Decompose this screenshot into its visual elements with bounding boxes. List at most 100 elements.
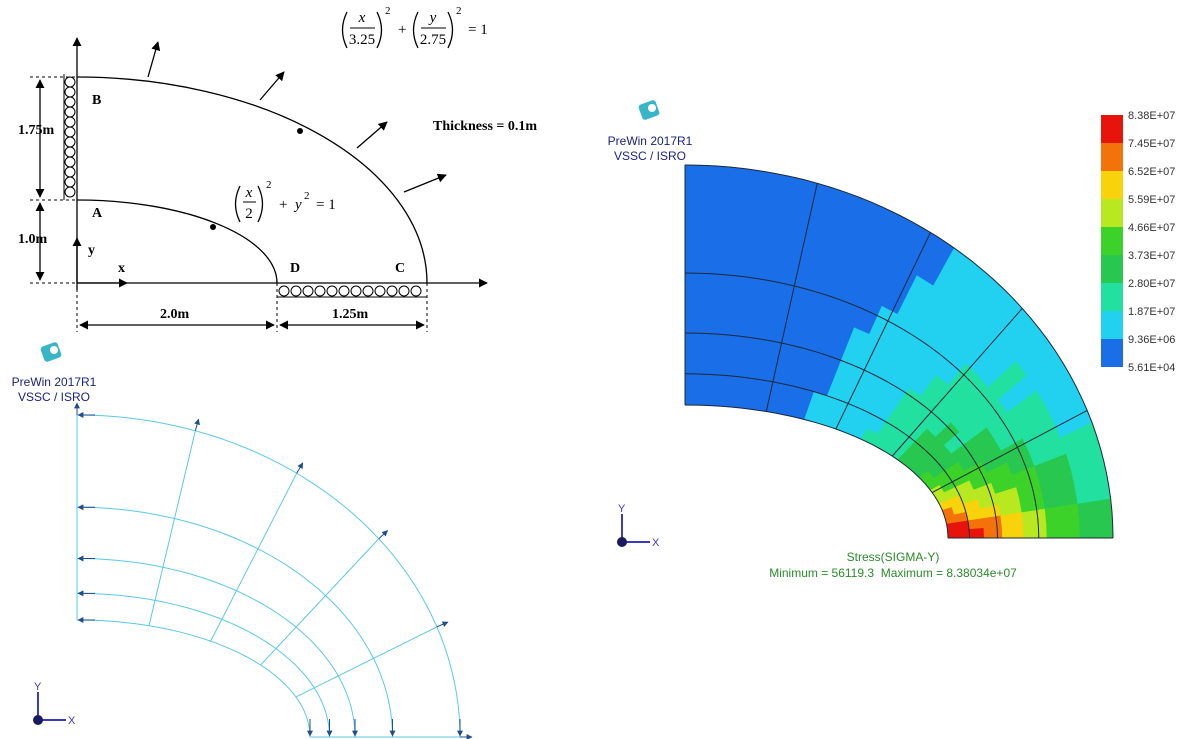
result-view: PreWin 2017R1 VSSC / ISRO Stress(SIGMA-Y… [608, 100, 1175, 580]
contour-cell [1023, 523, 1048, 539]
contour-cell [713, 374, 730, 393]
triad-label: Y [34, 681, 42, 693]
logo-text: VSSC / ISRO [18, 390, 90, 404]
axis-label: x [118, 261, 125, 276]
legend-swatch [1101, 339, 1123, 367]
pressure-arrow [194, 418, 200, 431]
mesh-line [684, 164, 1114, 539]
denominator: 2 [245, 206, 253, 222]
point-label: C [395, 261, 405, 276]
logo-text: VSSC / ISRO [614, 149, 686, 163]
numerator: x [358, 10, 366, 26]
inner-ellipse [76, 199, 278, 284]
roller [64, 76, 76, 88]
paren [376, 11, 383, 49]
equals: = 1 [468, 22, 488, 38]
logo-text: PreWin 2017R1 [608, 134, 693, 148]
roller [386, 285, 398, 297]
roller [398, 285, 410, 297]
dimension-label: 1.0m [18, 232, 48, 247]
legend-label: 3.73E+07 [1128, 250, 1175, 262]
contour-cell [698, 390, 714, 407]
roller [64, 126, 76, 138]
denominator: 2.75 [420, 32, 446, 48]
triad-origin [617, 537, 627, 547]
pressure-arrow [296, 462, 304, 474]
contour-cell [1001, 524, 1025, 539]
mesh-line [295, 626, 438, 698]
contour-cell [983, 526, 1003, 539]
legend-swatch [1101, 311, 1123, 339]
legend-swatch [1101, 227, 1123, 255]
contour-cell [702, 261, 724, 297]
legend-label: 4.66E+07 [1128, 222, 1175, 234]
contour-cell [968, 527, 985, 539]
roller [64, 106, 76, 118]
icon-shape [648, 104, 656, 112]
mesh-line [684, 373, 970, 539]
roller [374, 285, 386, 297]
roller [64, 136, 76, 148]
numerator: x [245, 185, 253, 201]
dimension-label: 2.0m [160, 307, 190, 322]
roller [278, 285, 290, 297]
triad-label: Y [618, 503, 626, 515]
logo-icon [40, 342, 62, 362]
thickness-label: Thickness = 0.1m [433, 119, 537, 134]
roller [64, 96, 76, 108]
roller [64, 166, 76, 178]
mesh-line [77, 592, 330, 738]
contour-cell [699, 352, 717, 376]
legend-label: 9.36E+06 [1128, 334, 1175, 346]
contour-cell [703, 213, 727, 263]
exponent: 2 [266, 179, 272, 191]
legend-label: 7.45E+07 [1128, 138, 1175, 150]
axis-label: y [88, 243, 95, 258]
operator: + [279, 197, 287, 213]
mesh-line [76, 506, 393, 738]
legend-swatch [1101, 255, 1123, 283]
contour-cell [946, 522, 958, 532]
contour-cell [727, 375, 745, 395]
mesh-line [76, 619, 311, 738]
mesh-line [684, 272, 1040, 539]
mesh-line [260, 538, 380, 666]
equals: = 1 [316, 197, 336, 213]
variable: y [293, 197, 302, 213]
contour-cell [684, 164, 708, 214]
load-arrow [356, 121, 388, 149]
contour-cell [684, 373, 701, 392]
contour-cell [714, 352, 733, 377]
contour-cell [698, 373, 716, 392]
mesh-line [835, 232, 931, 430]
pressure-arrow [378, 530, 389, 540]
exponent: 2 [304, 190, 310, 202]
roller [362, 285, 374, 297]
triad-origin [33, 715, 43, 725]
mesh-line [891, 308, 1023, 457]
outer-ellipse [76, 76, 428, 284]
contour-cell [947, 529, 959, 539]
problem-sketch: B A D C y x Thickness = 0.1m 1.75m 1.0m … [18, 5, 537, 332]
point-label: A [92, 206, 103, 221]
contour-cell [684, 351, 702, 375]
roller [64, 156, 76, 168]
roller [64, 86, 76, 98]
roller [64, 176, 76, 188]
paren [412, 11, 419, 49]
point-marker [297, 128, 303, 134]
roller [314, 285, 326, 297]
point-label: D [290, 261, 300, 276]
point-label: B [92, 93, 101, 108]
contour-cell [684, 212, 707, 262]
legend-swatch [1101, 143, 1123, 171]
contour-cell [701, 294, 721, 328]
load-arrow [147, 41, 161, 78]
roller [64, 146, 76, 158]
inner-equation: x 2 2 + y 2 = 1 [234, 179, 336, 223]
contour-cell [684, 260, 705, 296]
dimension-guides [30, 76, 428, 332]
contour-cell [1079, 518, 1114, 539]
